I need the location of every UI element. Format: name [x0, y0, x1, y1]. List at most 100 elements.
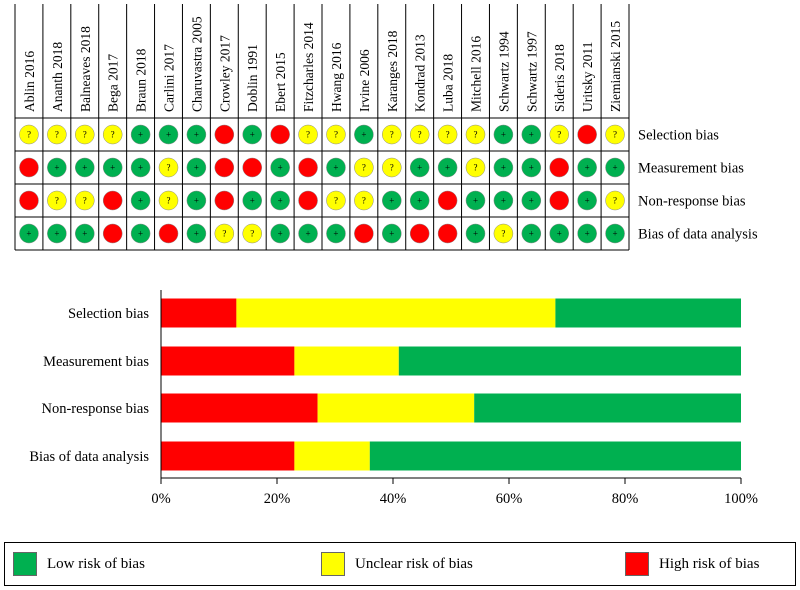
rating-high-dot	[214, 190, 235, 211]
rating-symbol: ?	[27, 130, 31, 140]
rating-high-dot	[214, 124, 235, 145]
rating-unclear-dot	[605, 190, 625, 211]
domain-label: Bias of data analysis	[638, 227, 758, 243]
rating-symbol: +	[194, 196, 199, 206]
study-name-label: Charuvastra 2005	[189, 16, 204, 112]
rating-unclear-dot	[382, 157, 402, 178]
legend-item-low: Low risk of bias	[13, 543, 145, 585]
study-name-label: Ebert 2015	[273, 52, 288, 112]
rating-low-dot	[130, 190, 151, 211]
rating-symbol: +	[278, 163, 283, 173]
study-name-label: Ananth 2018	[50, 42, 65, 112]
bar-category-label: Selection bias	[68, 306, 149, 322]
bar-category-label: Non-response bias	[41, 401, 149, 417]
rating-symbol: ?	[167, 196, 171, 206]
rating-symbol: +	[250, 196, 255, 206]
study-name-label: Sideris 2018	[552, 44, 567, 112]
study-name-label: Schwartz 1997	[524, 31, 539, 112]
rating-symbol: +	[417, 163, 422, 173]
rating-symbol: ?	[613, 130, 617, 140]
rating-unclear-dot	[326, 190, 346, 211]
rating-symbol: +	[194, 229, 199, 239]
rating-high-dot	[354, 223, 374, 244]
rating-symbol: +	[138, 130, 143, 140]
rating-unclear-dot	[75, 190, 95, 211]
rating-high-dot	[158, 223, 179, 244]
rating-low-dot	[465, 190, 486, 211]
rating-symbol: +	[82, 163, 87, 173]
rating-unclear-dot	[158, 190, 179, 211]
rating-low-dot	[242, 124, 262, 145]
rating-low-dot	[465, 223, 486, 244]
rating-unclear-dot	[298, 124, 318, 145]
rating-low-dot	[577, 157, 597, 178]
rating-unclear-dot	[493, 223, 514, 244]
rating-symbol: +	[361, 130, 366, 140]
rating-symbol: ?	[83, 196, 87, 206]
rating-symbol: ?	[362, 163, 366, 173]
rating-low-dot	[130, 124, 151, 145]
rating-symbol: +	[194, 163, 199, 173]
rating-unclear-dot	[465, 157, 486, 178]
rating-symbol: ?	[306, 130, 310, 140]
bar-segment	[294, 441, 370, 471]
rating-symbol: +	[529, 163, 534, 173]
rating-symbol: +	[501, 130, 506, 140]
rating-unclear-dot	[465, 124, 486, 145]
rating-symbol: ?	[111, 130, 115, 140]
x-tick-label: 60%	[496, 491, 523, 507]
rating-low-dot	[47, 157, 67, 178]
study-name-label: Uritsky 2011	[580, 42, 595, 112]
legend-item-high: High risk of bias	[625, 543, 759, 585]
study-name-label: Irvine 2006	[357, 49, 372, 112]
rating-unclear-dot	[549, 124, 569, 145]
rating-symbol: ?	[167, 163, 171, 173]
rating-symbol: +	[138, 196, 143, 206]
rating-low-dot	[102, 157, 123, 178]
legend-label-low: Low risk of bias	[47, 555, 145, 572]
rating-high-dot	[549, 190, 569, 211]
rating-low-dot	[605, 157, 625, 178]
rating-symbol: ?	[418, 130, 422, 140]
rating-high-dot	[298, 190, 318, 211]
rating-symbol: +	[501, 196, 506, 206]
rating-symbol: ?	[613, 196, 617, 206]
x-tick-label: 20%	[264, 491, 291, 507]
rating-low-dot	[493, 157, 514, 178]
study-name-label: Mitchell 2016	[469, 36, 484, 112]
rating-low-dot	[186, 223, 207, 244]
rating-low-dot	[186, 157, 207, 178]
rating-symbol: +	[194, 130, 199, 140]
bar-segment	[317, 393, 475, 423]
rating-symbol: +	[166, 130, 171, 140]
rating-low-dot	[493, 190, 514, 211]
rating-low-dot	[326, 223, 346, 244]
rating-low-dot	[437, 157, 458, 178]
study-name-label: Hwang 2016	[329, 42, 344, 112]
domain-label: Measurement bias	[638, 161, 744, 177]
rating-symbol: +	[333, 229, 338, 239]
rating-symbol: +	[250, 130, 255, 140]
rating-unclear-dot	[605, 124, 625, 145]
bar-segment	[555, 298, 741, 328]
rating-unclear-dot	[242, 223, 262, 244]
rating-low-dot	[521, 157, 542, 178]
rating-symbol: +	[613, 163, 618, 173]
rating-symbol: ?	[362, 196, 366, 206]
rating-high-dot	[437, 223, 458, 244]
rating-high-dot	[298, 157, 318, 178]
rating-symbol: ?	[83, 130, 87, 140]
rating-symbol: +	[333, 163, 338, 173]
study-name-label: Braun 2018	[134, 48, 149, 112]
rating-high-dot	[577, 124, 597, 145]
rating-low-dot	[382, 190, 402, 211]
rating-unclear-dot	[437, 124, 458, 145]
rating-unclear-dot	[158, 157, 179, 178]
x-tick-label: 80%	[612, 491, 639, 507]
rating-symbol: +	[473, 196, 478, 206]
rating-low-dot	[19, 223, 39, 244]
rating-low-dot	[186, 124, 207, 145]
rating-low-dot	[577, 190, 597, 211]
rating-low-dot	[521, 190, 542, 211]
